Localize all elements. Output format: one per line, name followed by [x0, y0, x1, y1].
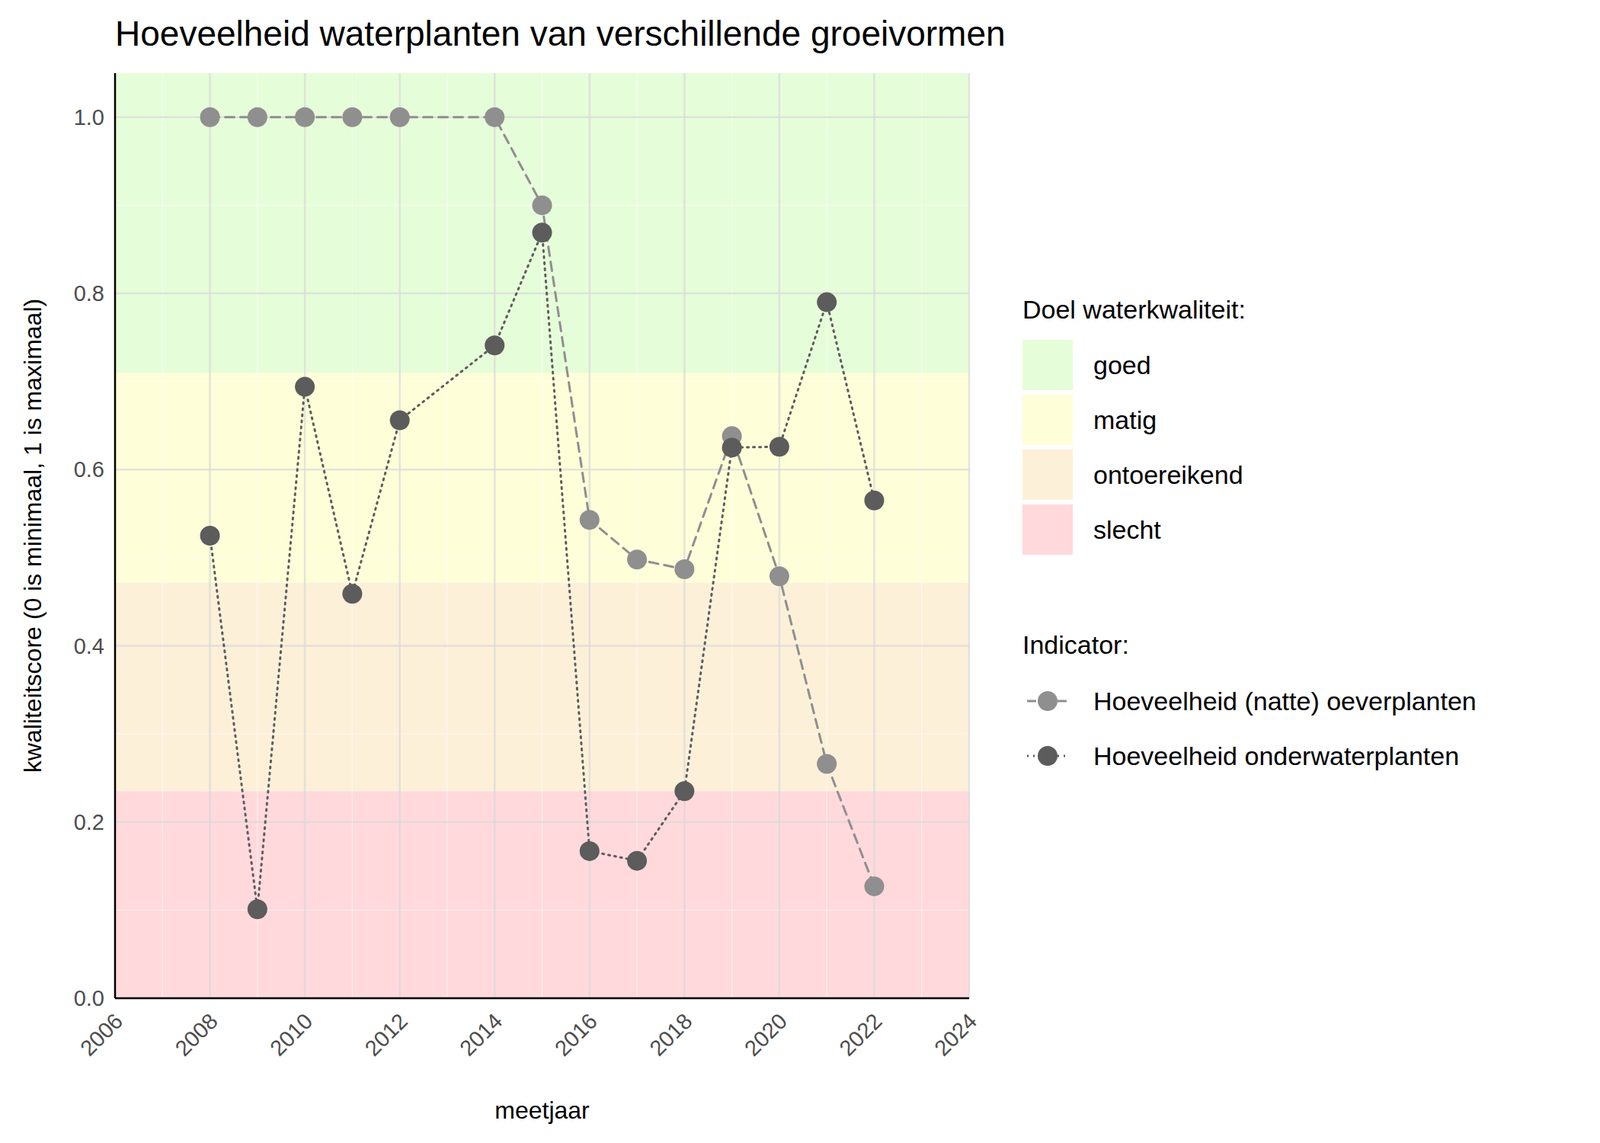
point [532, 222, 553, 243]
y-tick-label: 0.2 [73, 809, 105, 835]
point [390, 107, 410, 128]
point [200, 525, 221, 546]
point [484, 335, 505, 356]
point [200, 107, 221, 128]
point [484, 107, 505, 128]
legend-label: goed [1093, 350, 1152, 380]
legend-swatch [1022, 449, 1073, 500]
legend-marker [1037, 745, 1058, 766]
point [532, 195, 553, 215]
legend-label: Hoeveelheid (natte) oeverplanten [1093, 686, 1477, 716]
grid-line [778, 73, 781, 999]
legend-title: Indicator: [1022, 630, 1130, 660]
x-tick-label: 2018 [644, 1008, 697, 1061]
x-tick-label: 2008 [170, 1008, 223, 1061]
title: Hoeveelheid waterplanten van verschillen… [115, 13, 1006, 54]
minor-grid [162, 73, 164, 999]
bands [115, 73, 970, 999]
x-tick-label: 2016 [550, 1008, 602, 1061]
point [627, 549, 647, 570]
chart: 0.0 0.2 0.4 0.6 0.8 1.0 2006 2008 2010 2012 2014 20… [0, 0, 1600, 1143]
x-axis [115, 997, 970, 1000]
series-line [210, 117, 875, 887]
y-tick-label: 0.8 [73, 281, 105, 306]
y-tick-label: 0.4 [73, 633, 105, 659]
point [342, 583, 362, 604]
point [579, 509, 600, 530]
x-tick-label: 2010 [265, 1008, 317, 1061]
grid-line [398, 73, 401, 999]
grid-line [873, 73, 876, 999]
point [247, 899, 268, 919]
x-tick-label: 2022 [834, 1008, 887, 1061]
grid-line [115, 292, 970, 295]
x-tick-label: 2014 [454, 1008, 507, 1061]
x-tick-label: 2020 [739, 1008, 792, 1061]
point [722, 437, 743, 458]
minor-grid [446, 73, 448, 999]
minor-grid [731, 73, 733, 999]
grid-line [115, 821, 970, 824]
legend-swatch [1022, 339, 1073, 391]
grid-line [114, 73, 117, 999]
point [342, 107, 362, 128]
legend-label: ontoereikend [1093, 460, 1244, 490]
grid [115, 73, 970, 999]
point [674, 780, 695, 801]
y-axis [114, 73, 117, 999]
minor-grid [826, 73, 828, 999]
minor-grid [921, 73, 922, 999]
point [674, 559, 695, 580]
minor-grid [256, 73, 258, 999]
legend-swatch [1022, 504, 1073, 555]
point [247, 107, 268, 128]
series-line [210, 232, 875, 909]
y-label: kwaliteitscore (0 is minimaal, 1 is maxi… [19, 298, 47, 773]
x-tick-label: 2006 [75, 1008, 128, 1061]
point [816, 292, 837, 313]
grid-line [304, 73, 307, 999]
point [864, 876, 884, 896]
legend-swatch [1022, 394, 1073, 445]
grid-line [968, 73, 971, 999]
point [816, 753, 837, 774]
x-label: meetjaar [494, 1096, 590, 1124]
point [627, 851, 647, 871]
y-tick-label: 1.0 [73, 105, 105, 130]
point [390, 410, 410, 431]
grid-line [115, 644, 970, 647]
legend-label: slecht [1093, 515, 1162, 544]
y-tick-label: 0.6 [73, 457, 105, 482]
grid-line [115, 468, 970, 471]
grid-line [493, 73, 496, 999]
grid-line [683, 73, 686, 999]
point [294, 107, 315, 128]
legend-label: matig [1093, 405, 1157, 435]
legend-title: Doel waterkwaliteit: [1022, 294, 1246, 324]
x-tick-label: 2024 [929, 1008, 982, 1061]
minor-grid [352, 73, 353, 999]
point [864, 490, 884, 511]
point [579, 841, 600, 861]
x-tick-label: 2012 [360, 1008, 413, 1061]
point [769, 436, 790, 457]
grid-line [115, 997, 970, 1000]
y-tick-label: 0.0 [73, 985, 105, 1011]
point [294, 377, 315, 397]
legend-marker [1037, 691, 1058, 711]
point [769, 566, 790, 586]
data [200, 107, 885, 919]
legend-label: Hoeveelheid onderwaterplanten [1093, 741, 1460, 771]
